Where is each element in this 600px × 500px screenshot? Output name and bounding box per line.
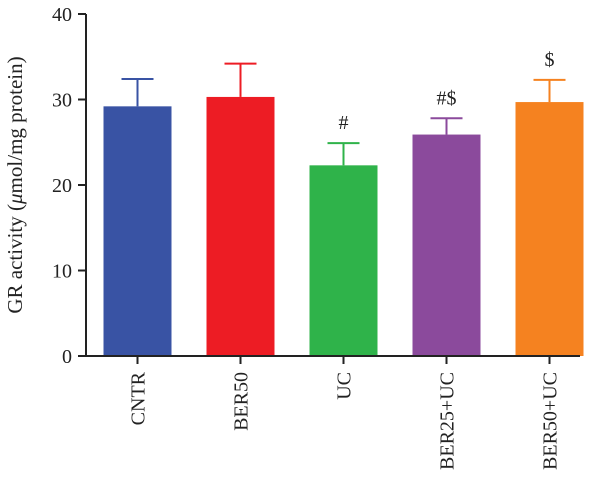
significance-mark: $ xyxy=(545,49,555,71)
x-ticks: CNTR BER50 UC BER25+UC BER50+UC xyxy=(128,356,562,470)
significance-mark: # xyxy=(339,112,349,134)
y-tick-label: 0 xyxy=(62,346,72,368)
x-tick-label: BER25+UC xyxy=(437,372,459,470)
x-tick-label: BER50+UC xyxy=(540,372,562,470)
x-tick-label: BER50 xyxy=(231,372,253,431)
significance-mark: #$ xyxy=(437,87,457,109)
bar-ber50 xyxy=(206,96,275,356)
y-tick-label: 30 xyxy=(52,90,72,112)
bar-ber50-uc xyxy=(515,102,584,356)
y-axis-title-prefix: GR activity ( xyxy=(3,204,27,314)
x-tick-label: UC xyxy=(334,372,356,400)
bar-uc xyxy=(309,165,378,356)
y-tick-label: 40 xyxy=(52,4,72,26)
y-axis-title-suffix: mol/mg protein) xyxy=(3,56,27,193)
bars xyxy=(103,96,584,356)
y-axis-title-mu: μ xyxy=(3,193,27,205)
x-tick-label: CNTR xyxy=(128,371,150,425)
y-tick-label: 20 xyxy=(52,175,72,197)
significance-annotations: # #$ $ xyxy=(339,49,555,134)
bar-cntr xyxy=(103,106,172,356)
y-axis-title: GR activity (μmol/mg protein) xyxy=(3,56,27,313)
y-tick-label: 10 xyxy=(52,261,72,283)
bar-ber25-uc xyxy=(412,134,481,356)
y-ticks: 0 10 20 30 40 xyxy=(52,4,86,368)
error-bars xyxy=(121,62,566,166)
